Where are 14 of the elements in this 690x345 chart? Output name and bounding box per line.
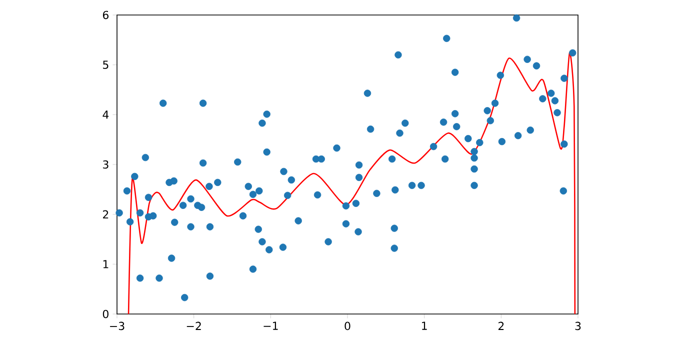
x-tick-label: 1: [422, 322, 427, 330]
y-tick-label: 4: [102, 110, 109, 119]
y-tick-label: 5: [103, 60, 108, 69]
y-tick-label: 6: [102, 10, 109, 20]
x-tick-label: 2: [498, 322, 504, 330]
y-tick-label: 1: [103, 260, 108, 268]
x-tick-label: 3: [575, 322, 581, 330]
x-tick-label: −2: [186, 322, 201, 330]
y-tick-label: 3: [103, 160, 108, 169]
x-tick-label: −1: [264, 322, 278, 330]
y-tick-label: 2: [103, 210, 108, 218]
y-tick-label: 0: [102, 310, 108, 318]
x-tick-label: −3: [110, 322, 124, 330]
x-tick-label: 0: [344, 322, 350, 330]
